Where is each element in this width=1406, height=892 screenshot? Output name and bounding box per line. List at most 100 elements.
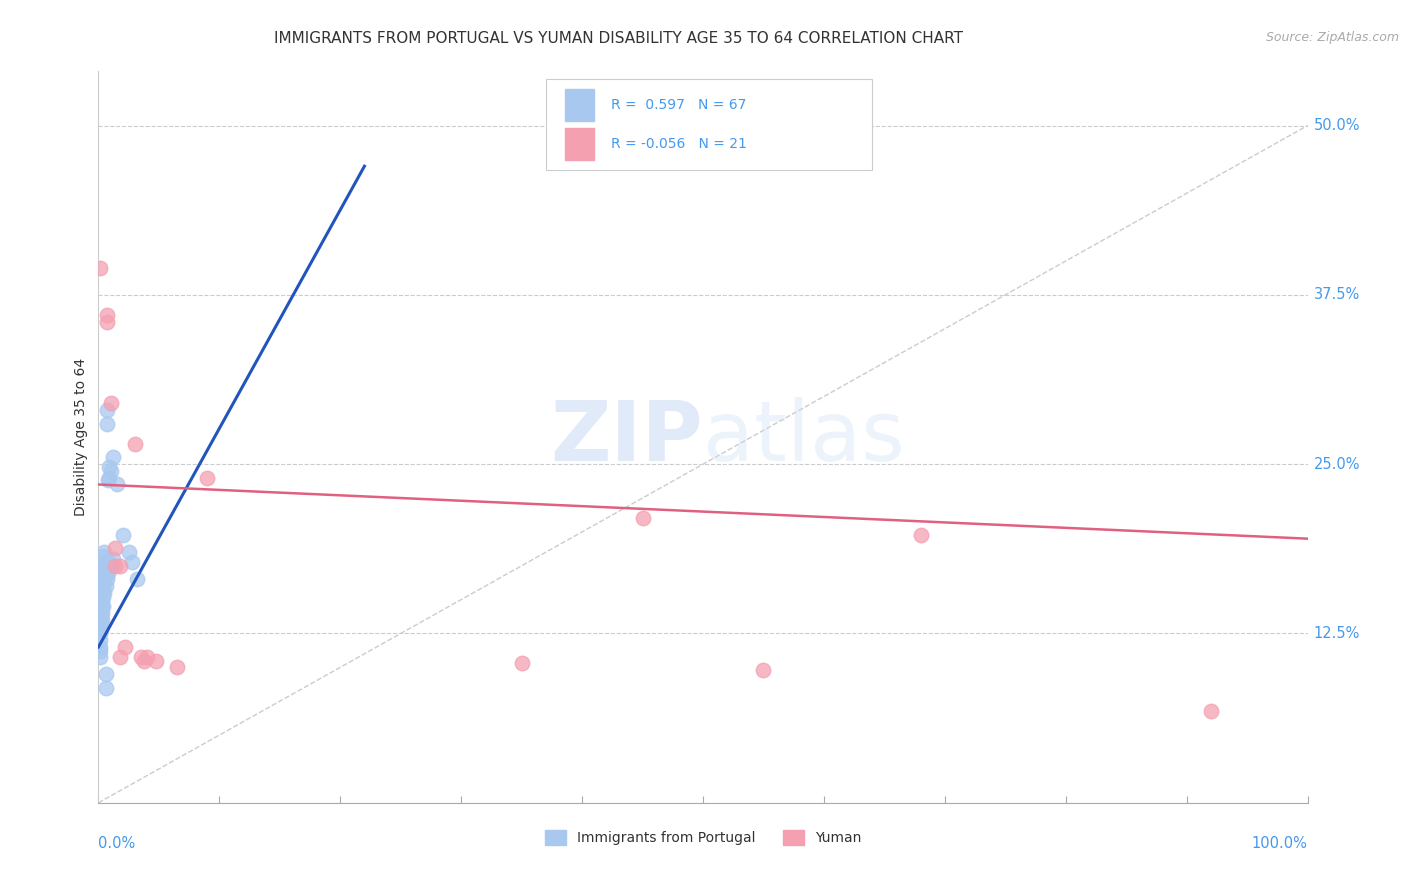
Point xyxy=(97,555,120,569)
FancyBboxPatch shape xyxy=(546,78,872,170)
Point xyxy=(135,649,157,664)
Point xyxy=(98,471,121,485)
FancyBboxPatch shape xyxy=(565,128,595,161)
Text: 25.0%: 25.0% xyxy=(1313,457,1360,472)
Point xyxy=(129,649,152,664)
Point xyxy=(166,660,188,674)
Point xyxy=(89,599,111,614)
Text: R = -0.056   N = 21: R = -0.056 N = 21 xyxy=(612,137,747,152)
Point xyxy=(91,599,114,614)
Point xyxy=(631,511,654,525)
Point xyxy=(96,403,118,417)
Text: 50.0%: 50.0% xyxy=(1313,118,1360,133)
FancyBboxPatch shape xyxy=(565,88,595,121)
Point xyxy=(91,579,114,593)
Point xyxy=(145,654,167,668)
Point xyxy=(91,586,114,600)
Point xyxy=(89,640,111,654)
Point xyxy=(94,667,117,681)
Point xyxy=(89,633,111,648)
Point xyxy=(111,527,134,541)
Point xyxy=(93,586,115,600)
Point xyxy=(89,603,111,617)
Point xyxy=(105,477,128,491)
Point xyxy=(93,576,115,591)
Point xyxy=(752,663,775,677)
Point xyxy=(90,590,112,604)
Point xyxy=(93,566,115,580)
Point xyxy=(89,606,111,620)
Point xyxy=(89,592,111,607)
Point xyxy=(96,308,118,322)
Point xyxy=(91,592,114,607)
Point xyxy=(94,558,117,573)
Point xyxy=(93,555,115,569)
Point xyxy=(94,568,117,582)
Point xyxy=(91,568,114,582)
Point xyxy=(89,586,111,600)
Point xyxy=(121,555,143,569)
Point xyxy=(90,608,112,623)
Point xyxy=(1199,704,1222,718)
Point xyxy=(90,582,112,596)
Point xyxy=(90,617,112,632)
Text: atlas: atlas xyxy=(703,397,904,477)
Point xyxy=(96,563,118,577)
Point xyxy=(124,437,146,451)
Text: 12.5%: 12.5% xyxy=(1313,626,1360,641)
Point xyxy=(96,315,118,329)
Point xyxy=(91,549,114,564)
Point xyxy=(94,579,117,593)
Point xyxy=(97,474,120,488)
Point xyxy=(89,626,111,640)
Legend: Immigrants from Portugal, Yuman: Immigrants from Portugal, Yuman xyxy=(538,825,868,851)
Point xyxy=(100,396,122,410)
Text: 0.0%: 0.0% xyxy=(98,836,135,851)
Point xyxy=(89,590,111,604)
Point xyxy=(510,657,533,671)
Text: R =  0.597   N = 67: R = 0.597 N = 67 xyxy=(612,98,747,112)
Text: IMMIGRANTS FROM PORTUGAL VS YUMAN DISABILITY AGE 35 TO 64 CORRELATION CHART: IMMIGRANTS FROM PORTUGAL VS YUMAN DISABI… xyxy=(274,31,963,46)
Point xyxy=(90,568,112,582)
Point xyxy=(91,606,114,620)
Point xyxy=(114,640,136,654)
Point xyxy=(90,603,112,617)
Point xyxy=(127,572,149,586)
Y-axis label: Disability Age 35 to 64: Disability Age 35 to 64 xyxy=(75,358,89,516)
Point xyxy=(104,558,127,573)
Point xyxy=(104,541,127,556)
Point xyxy=(195,471,218,485)
Point xyxy=(100,464,122,478)
Point xyxy=(89,644,111,658)
Text: 37.5%: 37.5% xyxy=(1313,287,1360,302)
Point xyxy=(89,620,111,634)
Point xyxy=(100,558,122,573)
Point xyxy=(93,545,115,559)
Point xyxy=(91,558,114,573)
Point xyxy=(101,552,124,566)
Point xyxy=(89,608,111,623)
Point xyxy=(98,459,121,474)
Text: ZIP: ZIP xyxy=(551,397,703,477)
Point xyxy=(108,649,131,664)
Point xyxy=(91,558,114,573)
Point xyxy=(134,654,156,668)
Point xyxy=(89,617,111,632)
Point xyxy=(90,595,112,609)
Point xyxy=(89,260,111,275)
Point xyxy=(108,558,131,573)
Point xyxy=(118,545,141,559)
Point xyxy=(89,595,111,609)
Point xyxy=(89,613,111,627)
Point xyxy=(91,590,114,604)
Point xyxy=(91,579,114,593)
Text: Source: ZipAtlas.com: Source: ZipAtlas.com xyxy=(1265,31,1399,45)
Point xyxy=(90,574,112,589)
Point xyxy=(94,681,117,695)
Point xyxy=(910,527,932,541)
Point xyxy=(97,566,120,580)
Point xyxy=(91,599,114,614)
Point xyxy=(91,613,114,627)
Point xyxy=(96,417,118,431)
Point xyxy=(89,649,111,664)
